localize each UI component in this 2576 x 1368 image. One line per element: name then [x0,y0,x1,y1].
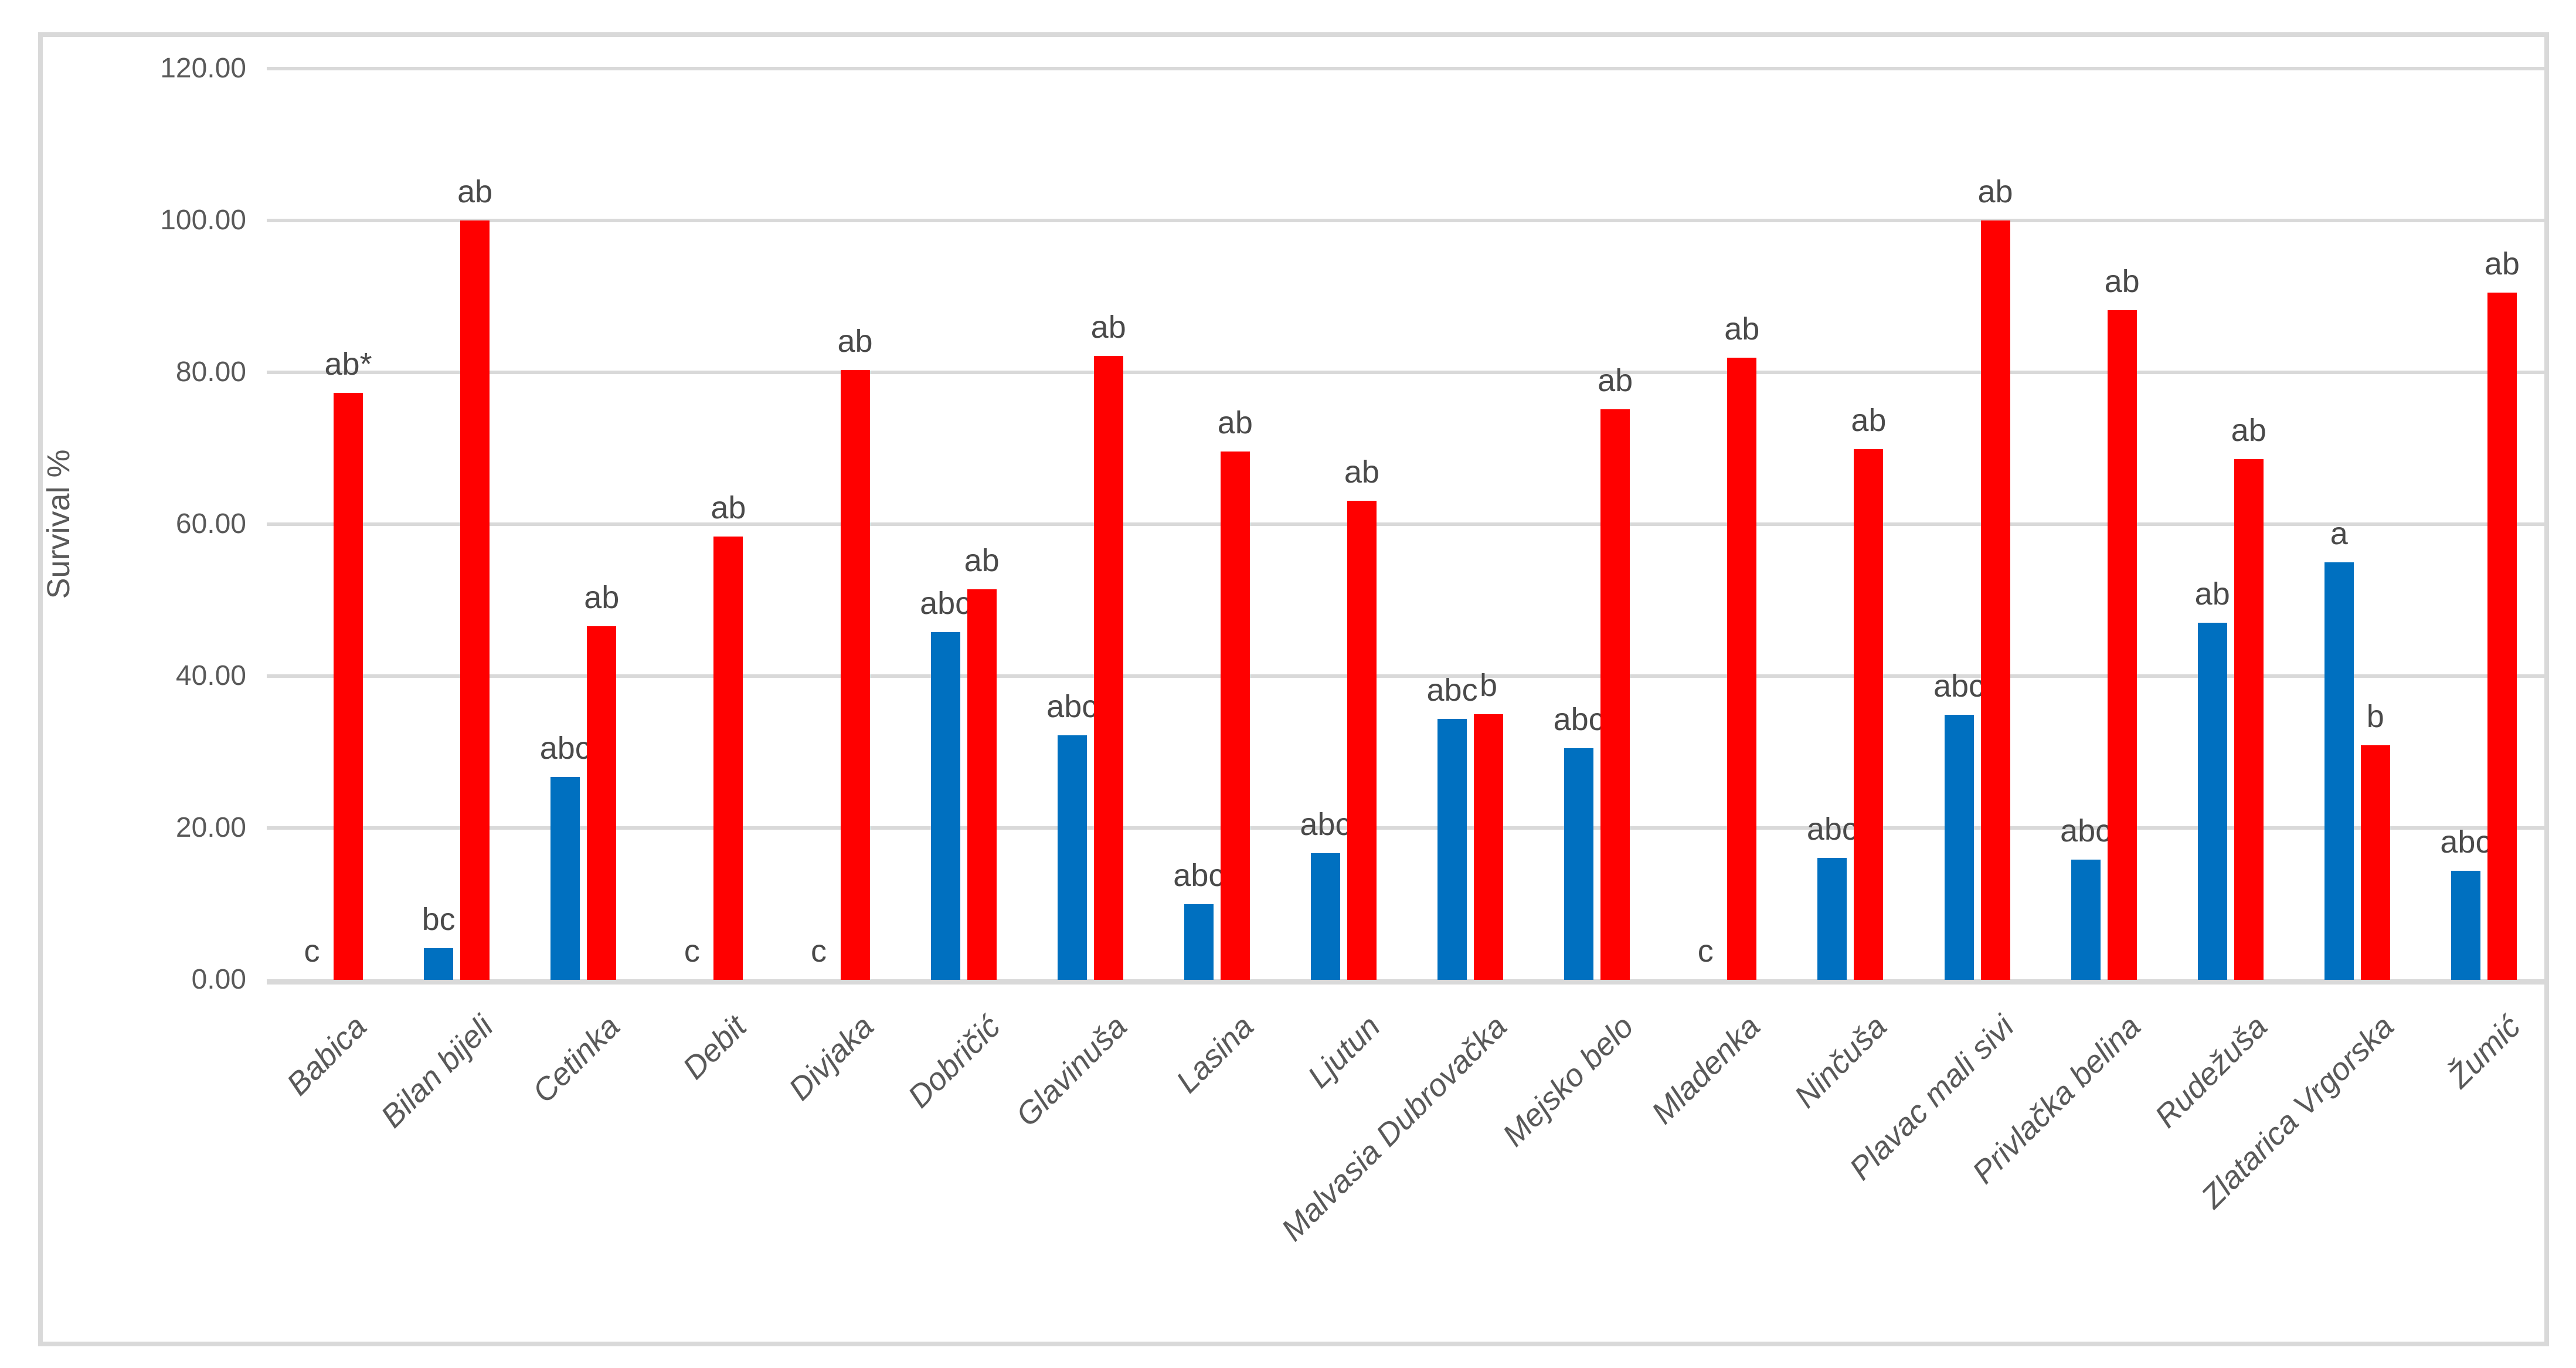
y-tick-label: 60.00 [175,508,246,539]
bar-red [1980,220,2010,980]
bar-blue [550,777,580,980]
gridline [267,674,2547,678]
bar-red [334,392,363,980]
bar-annotation: bc [422,901,456,937]
bar-red [2360,745,2390,980]
bar-annotation: abc [1933,668,1985,704]
bar-red [1600,409,1630,980]
bar-red [1220,451,1250,980]
bar-blue [2071,860,2101,980]
bar-annotation: ab [1851,402,1887,438]
bar-annotation: abc [2060,813,2112,849]
bar-red [1474,714,1504,980]
bar-blue [1184,904,1214,980]
bar-blue [424,948,454,980]
bar-annotation: ab [2231,412,2266,448]
bar-red [460,220,490,980]
bar-annotation: ab [457,174,493,209]
y-tick-label: 100.00 [160,205,246,236]
bar-blue [2197,623,2227,980]
gridline [267,371,2547,374]
bar-annotation: abc [1806,811,1858,847]
y-tick-label: 80.00 [175,357,246,388]
y-tick-label: 20.00 [175,812,246,843]
bar-annotation: b [1480,667,1498,703]
bar-annotation: abc [1046,689,1098,724]
gridline [267,826,2547,830]
bar-blue [930,632,960,980]
bar-annotation: abc [1553,702,1605,738]
bar-annotation: ab [2194,576,2230,612]
bar-annotation: ab [1977,174,2013,209]
bar-annotation: abc [920,585,971,621]
bar-blue [1817,857,1847,980]
bar-red [967,589,997,980]
bar-annotation: a [2330,515,2348,551]
bar-annotation: c [304,934,320,969]
bar-red [2234,459,2264,980]
bar-annotation: c [684,934,700,969]
y-tick-label: 40.00 [175,660,246,691]
bar-annotation: abc [1173,857,1225,893]
gridline [267,522,2547,526]
bar-blue [2324,562,2354,980]
bar-annotation: abc [1426,672,1478,708]
y-tick-label: 0.00 [191,964,246,995]
bar-annotation: ab [1090,309,1126,345]
bar-annotation: ab [1598,363,1633,399]
bar-red [1854,449,1884,980]
bar-annotation: ab [711,490,746,525]
bar-red [2487,293,2517,980]
bar-annotation: ab [837,324,873,359]
bar-annotation: ab [1724,311,1760,347]
bar-blue [1944,715,1974,980]
bar-red [713,536,743,980]
bar-red [1093,355,1123,980]
bar-annotation: ab [964,543,1000,579]
y-tick-label: 120.00 [160,53,246,84]
bar-red [587,626,617,980]
gridline [267,67,2547,70]
bar-annotation: ab [584,579,620,615]
bar-annotation: ab [1217,405,1253,440]
bar-blue [1564,748,1594,980]
bar-blue [2451,870,2480,980]
bar-red [1727,358,1757,980]
bar-annotation: abc [539,731,591,766]
bar-annotation: ab [2484,246,2520,282]
bar-annotation: abc [2440,824,2492,860]
bar-annotation: c [811,934,827,969]
bar-blue [1310,853,1340,980]
bar-annotation: ab [1344,454,1379,490]
bar-annotation: b [2366,698,2384,734]
x-axis-line [267,979,2547,985]
gridline [267,219,2547,222]
bar-annotation: ab [2104,263,2140,299]
bar-red [840,370,870,980]
bar-annotation: abc [1300,806,1351,842]
bar-blue [1437,718,1467,980]
bar-annotation: ab* [324,346,372,382]
bar-annotation: c [1697,934,1714,969]
bar-red [1347,500,1377,980]
bar-red [2107,310,2137,980]
bar-blue [1057,735,1087,980]
